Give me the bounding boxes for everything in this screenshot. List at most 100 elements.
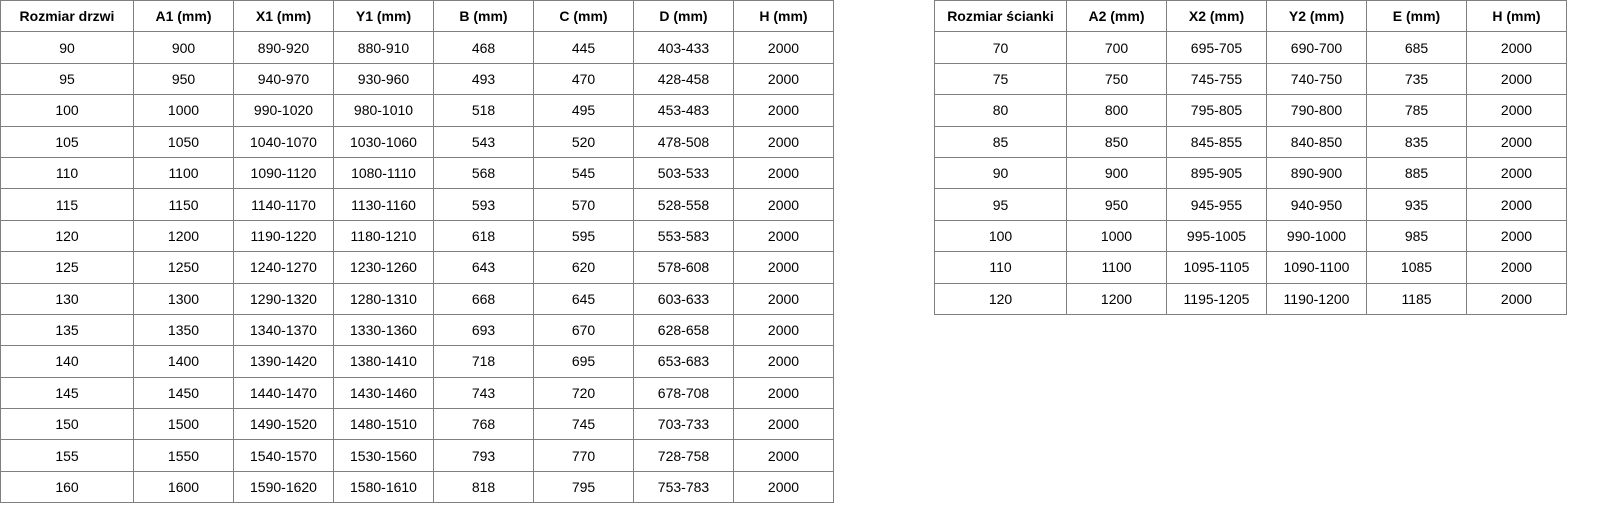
table-cell: 1300: [133, 282, 234, 315]
table-cell: 95: [0, 62, 134, 96]
table-cell: 703-733: [633, 408, 734, 441]
table-cell: 840-850: [1266, 125, 1367, 158]
table-cell: 695: [533, 345, 634, 378]
table-row: 160 1600 1590-1620 1580-1610 818 795 753-783 20…: [0, 470, 834, 504]
table-cell: 1390-1420: [233, 345, 334, 378]
table-cell: 1350: [133, 313, 234, 347]
table-cell: 2000: [733, 251, 834, 284]
table-cell: 120: [0, 219, 134, 253]
table-cell: 1240-1270: [233, 251, 334, 284]
table-cell: 643: [433, 251, 534, 284]
table-cell: 985: [1366, 219, 1467, 253]
table-cell: 1050: [133, 125, 234, 158]
table-cell: 950: [133, 62, 234, 96]
table-row: 120 1200 1190-1220 1180-1210 618 595 553-583 20…: [0, 219, 834, 253]
table-cell: 685: [1366, 31, 1467, 64]
table-cell: 553-583: [633, 219, 734, 253]
table-cell: 1280-1310: [333, 282, 434, 315]
table-cell: 2000: [733, 156, 834, 190]
table-cell: 768: [433, 408, 534, 441]
table-cell: 1180-1210: [333, 219, 434, 253]
table-cell: 1540-1570: [233, 439, 334, 472]
table-cell: 578-608: [633, 251, 734, 284]
table-cell: 1250: [133, 251, 234, 284]
table-cell: 885: [1366, 156, 1467, 190]
table-cell: 1600: [133, 470, 234, 504]
table-row: 75 750 745-755 740-750 735 2000: [934, 62, 1567, 96]
table-cell: 130: [0, 282, 134, 315]
table-cell: 990-1000: [1266, 219, 1367, 253]
table-cell: 2000: [1466, 156, 1567, 190]
table-cell: 428-458: [633, 62, 734, 96]
table-cell: 603-633: [633, 282, 734, 315]
table-cell: 95: [934, 188, 1067, 221]
table-cell: 2000: [733, 125, 834, 158]
table-cell: 995-1005: [1166, 219, 1267, 253]
table-cell: 1100: [133, 156, 234, 190]
table-cell: 753-783: [633, 470, 734, 504]
table-cell: 493: [433, 62, 534, 96]
column-header: Rozmiar ścianki: [934, 0, 1067, 33]
table-cell: 2000: [733, 408, 834, 441]
table-cell: 718: [433, 345, 534, 378]
table-cell: 528-558: [633, 188, 734, 221]
table-cell: 1590-1620: [233, 470, 334, 504]
table-cell: 1080-1110: [333, 156, 434, 190]
table-cell: 835: [1366, 125, 1467, 158]
header-row: Rozmiar drzwi A1 (mm) X1 (mm) Y1 (mm) B (mm)…: [0, 0, 834, 33]
table-cell: 845-855: [1166, 125, 1267, 158]
table-row: 115 1150 1140-1170 1130-1160 593 570 528-558 20…: [0, 188, 834, 221]
table-cell: 503-533: [633, 156, 734, 190]
table-row: 105 1050 1040-1070 1030-1060 543 520 478-508 20…: [0, 125, 834, 158]
table-cell: 900: [1066, 156, 1167, 190]
table-cell: 2000: [1466, 251, 1567, 284]
table-cell: 800: [1066, 94, 1167, 127]
table-cell: 670: [533, 313, 634, 347]
table-row: 135 1350 1340-1370 1330-1360 693 670 628-658 20…: [0, 313, 834, 347]
table-row: 95 950 945-955 940-950 935 2000: [934, 188, 1567, 221]
table-row: 150 1500 1490-1520 1480-1510 768 745 703-733 20…: [0, 408, 834, 441]
table-cell: 745: [533, 408, 634, 441]
table-row: 125 1250 1240-1270 1230-1260 643 620 578-608 20…: [0, 251, 834, 284]
table-cell: 880-910: [333, 31, 434, 64]
table-cell: 2000: [733, 62, 834, 96]
table-cell: 693: [433, 313, 534, 347]
table-cell: 75: [934, 62, 1067, 96]
table-cell: 890-920: [233, 31, 334, 64]
table-cell: 790-800: [1266, 94, 1367, 127]
table-cell: 160: [0, 470, 134, 504]
table-row: 90 900 895-905 890-900 885 2000: [934, 156, 1567, 190]
table-cell: 735: [1366, 62, 1467, 96]
table-cell: 930-960: [333, 62, 434, 96]
column-header: Rozmiar drzwi: [0, 0, 134, 33]
table-cell: 2000: [733, 470, 834, 504]
table-cell: 2000: [733, 219, 834, 253]
table-cell: 70: [934, 31, 1067, 64]
table-cell: 1085: [1366, 251, 1467, 284]
table-cell: 2000: [733, 282, 834, 315]
table-cell: 470: [533, 62, 634, 96]
table-cell: 2000: [733, 439, 834, 472]
table-cell: 890-900: [1266, 156, 1367, 190]
table-cell: 495: [533, 94, 634, 127]
table-cell: 2000: [1466, 219, 1567, 253]
table-cell: 570: [533, 188, 634, 221]
column-header: E (mm): [1366, 0, 1467, 33]
table-cell: 743: [433, 376, 534, 410]
table-cell: 690-700: [1266, 31, 1367, 64]
table-cell: 1190-1200: [1266, 282, 1367, 315]
table-cell: 2000: [733, 188, 834, 221]
table-cell: 120: [934, 282, 1067, 315]
table-cell: 1140-1170: [233, 188, 334, 221]
table-row: 80 800 795-805 790-800 785 2000: [934, 94, 1567, 127]
table-cell: 100: [0, 94, 134, 127]
table-cell: 1100: [1066, 251, 1167, 284]
table-cell: 1090-1100: [1266, 251, 1367, 284]
table-cell: 2000: [1466, 31, 1567, 64]
column-header: X2 (mm): [1166, 0, 1267, 33]
table-cell: 445: [533, 31, 634, 64]
column-header: D (mm): [633, 0, 734, 33]
table-cell: 125: [0, 251, 134, 284]
table-cell: 750: [1066, 62, 1167, 96]
table-cell: 620: [533, 251, 634, 284]
